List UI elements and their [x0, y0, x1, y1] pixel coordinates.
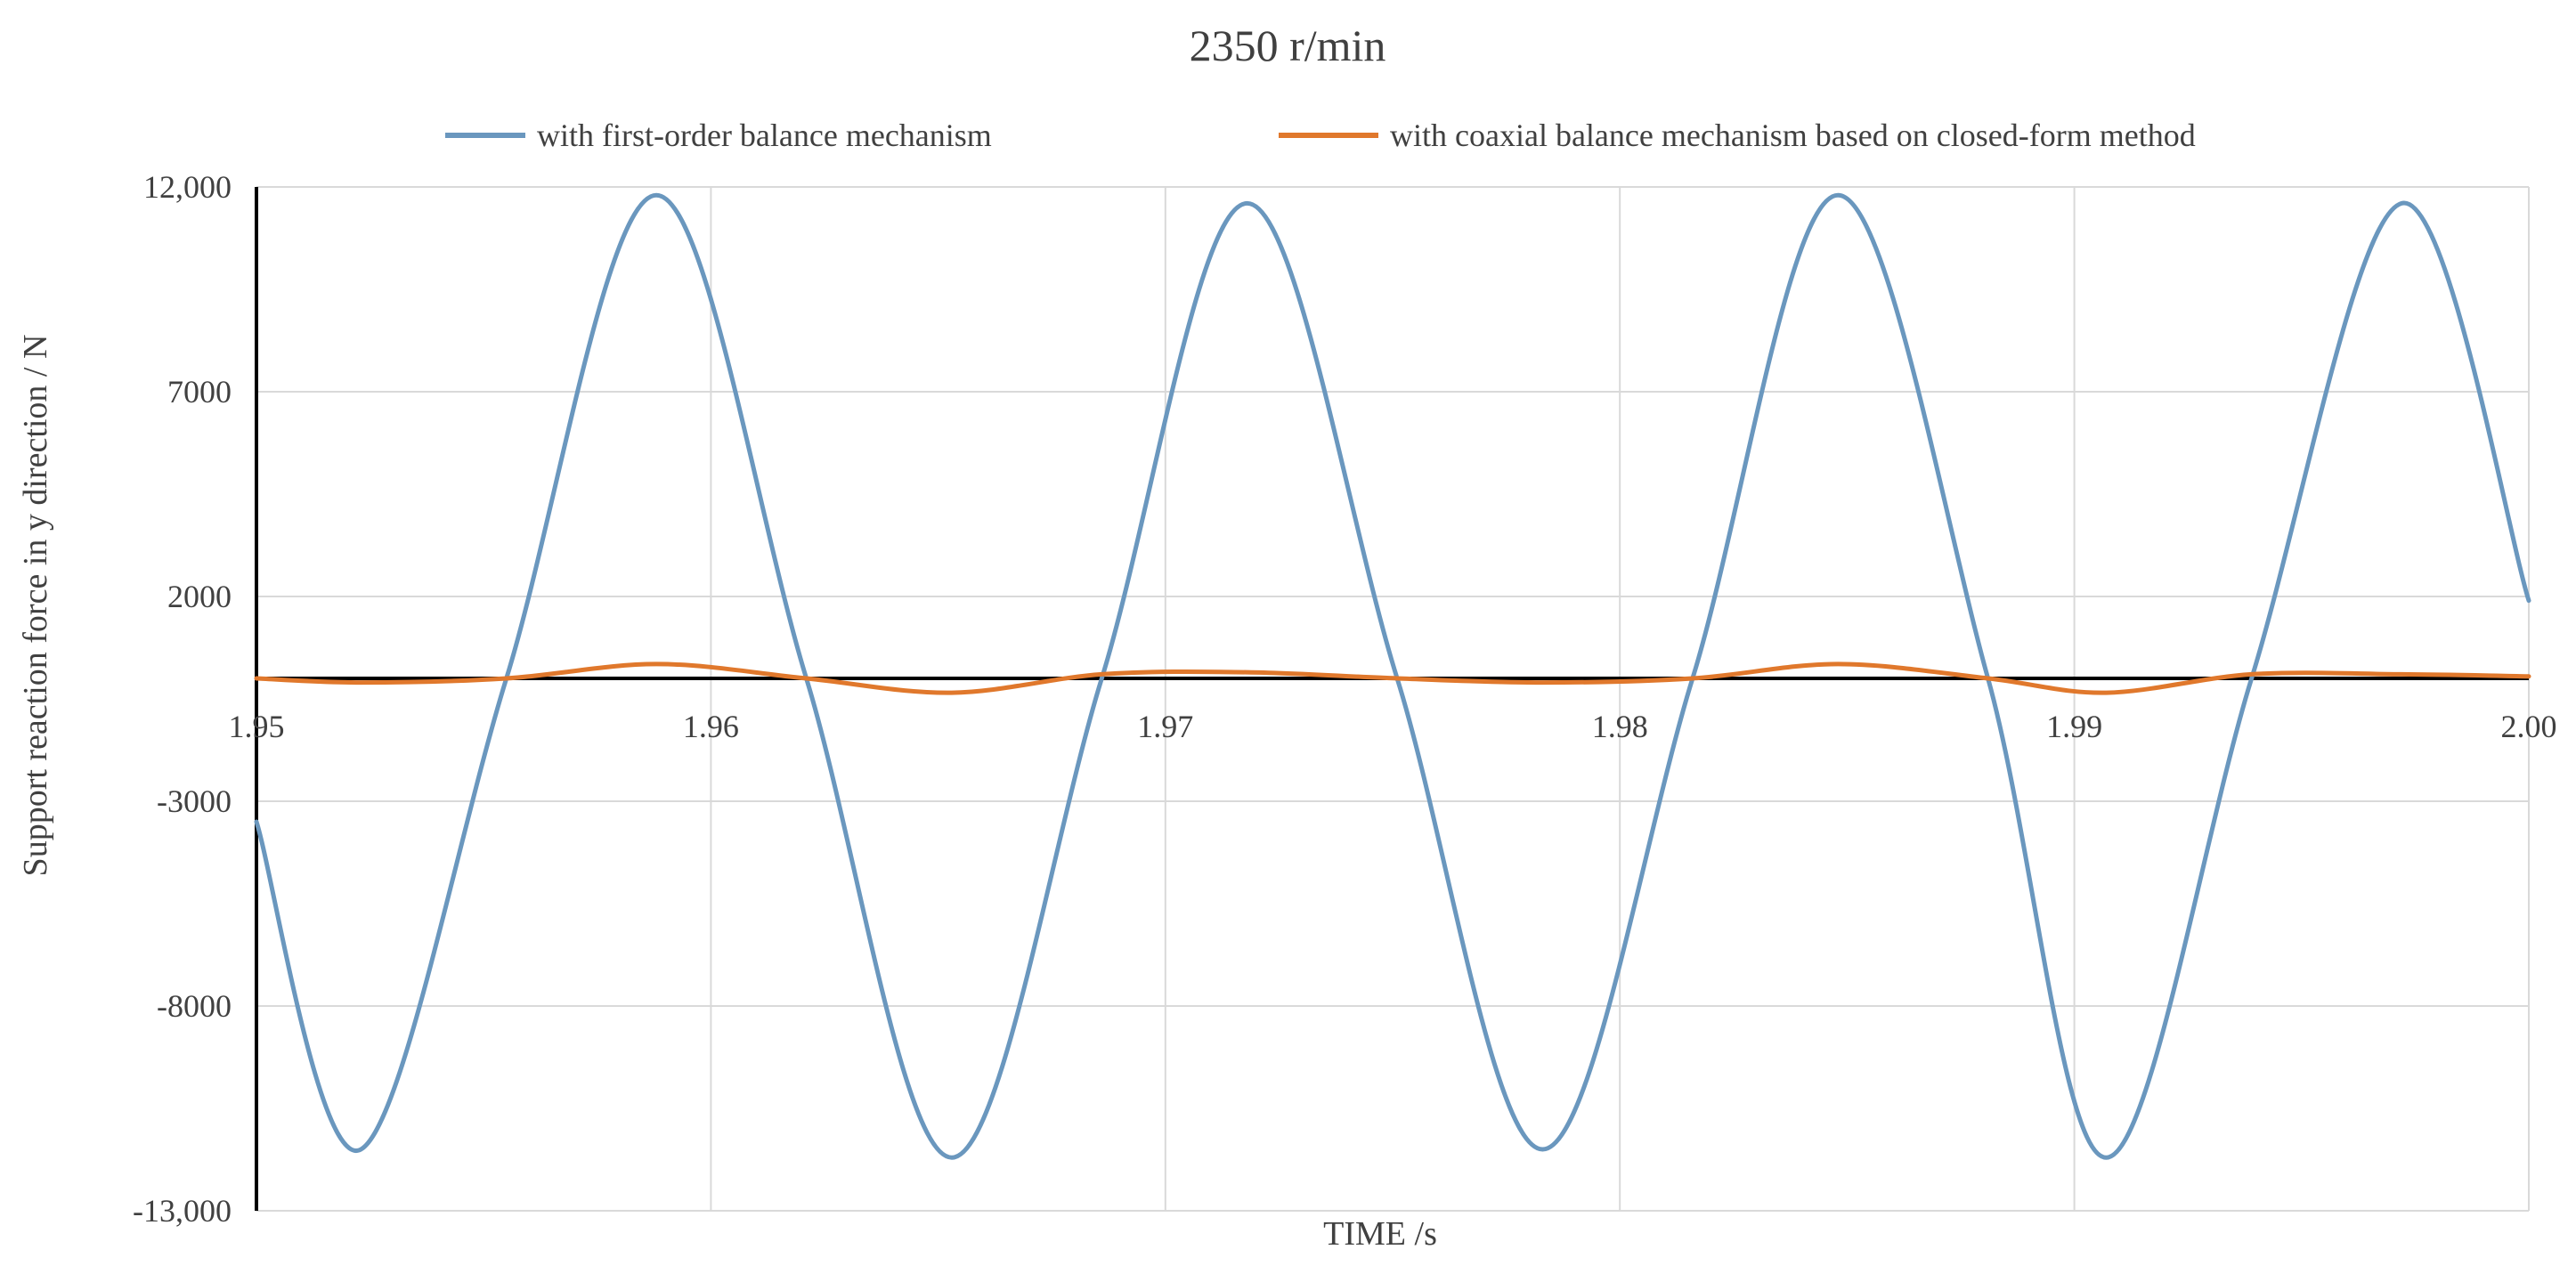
legend-label-first-order: with first-order balance mechanism — [537, 118, 992, 153]
y-axis-title: Support reaction force in y direction / … — [17, 335, 54, 877]
x-tick-label: 1.99 — [2046, 709, 2102, 744]
y-tick-label: -3000 — [157, 783, 232, 819]
x-tick-label: 1.95 — [229, 709, 285, 744]
y-tick-label: -13,000 — [133, 1193, 232, 1229]
series-line-coaxial — [254, 661, 2531, 695]
x-tick-label: 1.96 — [683, 709, 739, 744]
x-tick-label: 2.00 — [2501, 709, 2557, 744]
y-tick-label: 12,000 — [143, 169, 232, 205]
x-axis-title: TIME /s — [1323, 1215, 1437, 1253]
y-gridlines — [256, 186, 2529, 1212]
legend-label-coaxial: with coaxial balance mechanism based on … — [1390, 118, 2196, 153]
legend: with first-order balance mechanism with … — [445, 118, 2196, 153]
x-tick-label: 1.98 — [1592, 709, 1648, 744]
chart-title: 2350 r/min — [1190, 20, 1386, 70]
y-tick-label: 2000 — [167, 579, 232, 614]
y-tick-label: 7000 — [167, 374, 232, 410]
x-tick-label: 1.97 — [1137, 709, 1193, 744]
x-tick-labels: 1.95 1.96 1.97 1.98 1.99 2.00 — [229, 709, 2557, 744]
series-group — [254, 192, 2531, 1160]
y-tick-label: -8000 — [157, 988, 232, 1024]
y-tick-labels: 12,000 7000 2000 -3000 -8000 -13,000 — [133, 169, 232, 1229]
